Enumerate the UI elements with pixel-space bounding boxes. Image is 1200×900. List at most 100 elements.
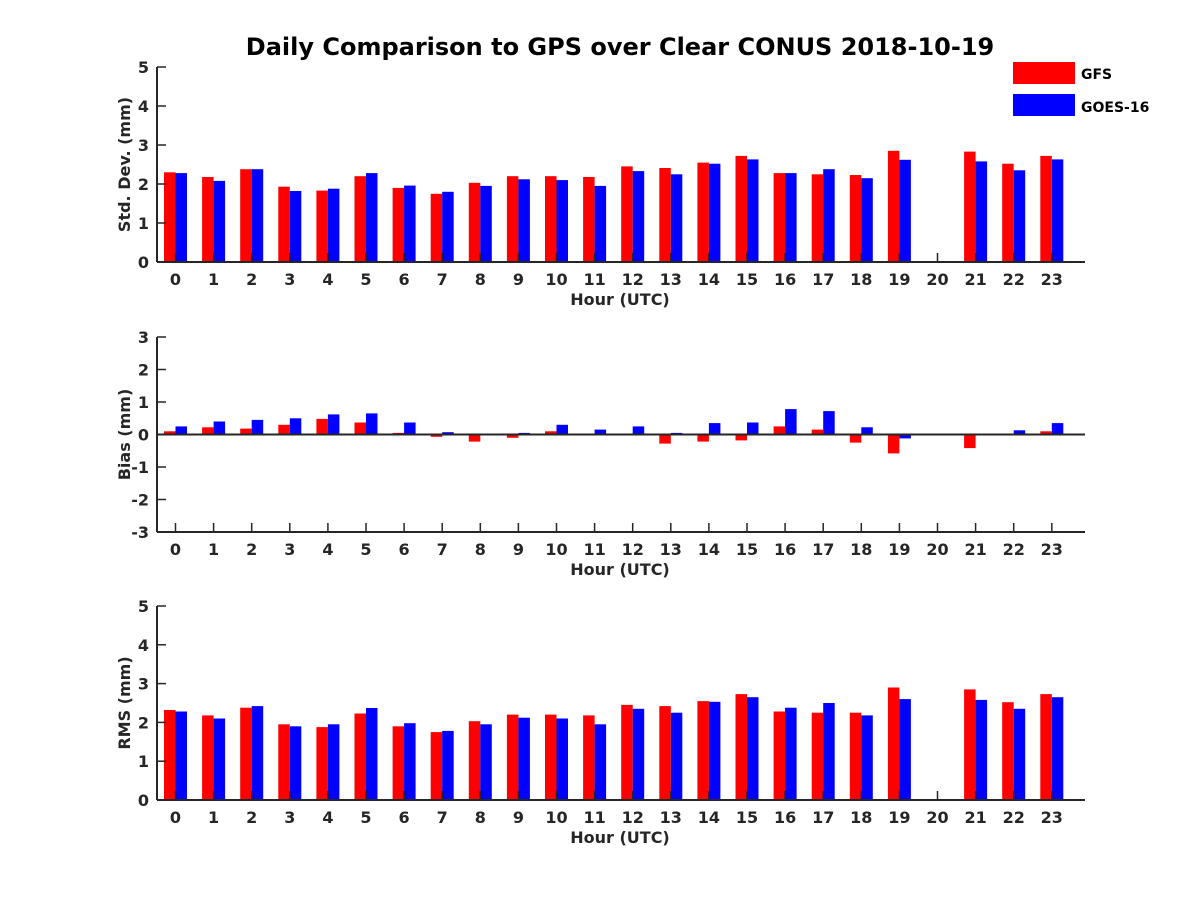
bar-gfs-hour-13 — [659, 168, 671, 262]
legend-swatch-goes16 — [1013, 94, 1075, 116]
bar-gfs-hour-12 — [621, 704, 633, 800]
bar-gfs-hour-10 — [545, 714, 557, 800]
bar-goes16-hour-1 — [213, 718, 226, 800]
bar-goes16-hour-5 — [366, 413, 378, 435]
bar-goes16-hour-16 — [785, 173, 797, 262]
bar-gfs-hour-8 — [468, 721, 481, 800]
bar-goes16-hour-15 — [747, 697, 759, 800]
bar-goes16-hour-23 — [1051, 697, 1064, 800]
bar-gfs-hour-19 — [887, 687, 900, 800]
legend-swatch-gfs — [1013, 62, 1075, 84]
bar-gfs-hour-15 — [735, 694, 747, 800]
y-tick-label: -2 — [131, 491, 149, 510]
x-tick-label: 2 — [246, 540, 257, 559]
x-tick-label: 1 — [208, 270, 219, 289]
x-tick-label: 19 — [888, 270, 910, 289]
bar-goes16-hour-12 — [632, 708, 645, 800]
bar-goes16-hour-22 — [1013, 430, 1026, 435]
x-tick-label: 15 — [736, 540, 758, 559]
bar-goes16-hour-14 — [708, 701, 721, 800]
x-tick-label: 22 — [1003, 808, 1025, 827]
x-tick-label: 6 — [399, 808, 410, 827]
bar-goes16-hour-18 — [861, 178, 873, 262]
bar-gfs-hour-3 — [278, 186, 290, 262]
x-tick-label: 4 — [322, 540, 333, 559]
x-tick-label: 17 — [812, 270, 834, 289]
y-tick-label: 2 — [138, 361, 149, 380]
bar-gfs-hour-21 — [964, 151, 976, 262]
bar-goes16-hour-22 — [1013, 708, 1026, 800]
bar-gfs-hour-7 — [430, 193, 443, 263]
x-tick-label: 8 — [475, 808, 486, 827]
y-axis-label: RMS (mm) — [115, 656, 134, 749]
bar-goes16-hour-17 — [823, 411, 835, 435]
bar-gfs-hour-1 — [202, 427, 214, 435]
bar-goes16-hour-3 — [289, 418, 302, 435]
bar-goes16-hour-7 — [442, 191, 454, 262]
bar-goes16-hour-15 — [747, 159, 759, 262]
x-tick-label: 11 — [583, 808, 605, 827]
bar-goes16-hour-5 — [366, 173, 378, 262]
bar-gfs-hour-18 — [849, 175, 862, 262]
bar-gfs-hour-19 — [887, 434, 900, 454]
bar-gfs-hour-4 — [316, 190, 328, 262]
x-tick-label: 11 — [583, 270, 605, 289]
bar-goes16-hour-18 — [861, 715, 873, 800]
bar-goes16-hour-18 — [861, 427, 873, 435]
x-tick-label: 21 — [964, 808, 986, 827]
bar-goes16-hour-11 — [594, 185, 607, 262]
x-tick-label: 12 — [622, 808, 644, 827]
bar-gfs-hour-22 — [1002, 702, 1014, 800]
x-tick-label: 14 — [698, 540, 720, 559]
x-tick-label: 5 — [360, 270, 371, 289]
bar-gfs-hour-11 — [583, 177, 595, 262]
x-tick-label: 0 — [170, 540, 181, 559]
y-tick-label: 0 — [138, 253, 149, 272]
bar-goes16-hour-0 — [175, 711, 187, 800]
x-tick-label: 2 — [246, 270, 257, 289]
x-tick-label: 0 — [170, 808, 181, 827]
bar-gfs-hour-2 — [240, 707, 252, 800]
y-tick-label: -1 — [131, 458, 149, 477]
x-tick-label: 9 — [513, 270, 524, 289]
y-tick-label: 4 — [138, 636, 149, 655]
x-tick-label: 7 — [437, 540, 448, 559]
x-tick-label: 7 — [437, 270, 448, 289]
bar-gfs-hour-11 — [583, 715, 595, 800]
bar-goes16-hour-10 — [556, 718, 568, 800]
x-tick-label: 1 — [208, 540, 219, 559]
bar-goes16-hour-6 — [404, 185, 416, 262]
x-axis-label: Hour (UTC) — [570, 828, 670, 847]
bar-gfs-hour-4 — [316, 418, 328, 435]
legend: GFS GOES-16 — [1013, 62, 1149, 116]
x-tick-label: 13 — [660, 540, 682, 559]
x-tick-label: 0 — [170, 270, 181, 289]
bar-goes16-hour-16 — [785, 409, 797, 435]
x-tick-label: 16 — [774, 540, 796, 559]
bar-goes16-hour-1 — [213, 180, 226, 262]
bar-gfs-hour-5 — [354, 422, 366, 435]
bar-gfs-hour-10 — [545, 431, 557, 435]
bar-gfs-hour-15 — [735, 434, 747, 441]
bar-gfs-hour-7 — [430, 732, 443, 800]
x-tick-label: 17 — [812, 540, 834, 559]
bar-goes16-hour-17 — [823, 703, 835, 800]
x-tick-label: 3 — [284, 808, 295, 827]
x-tick-label: 20 — [926, 270, 948, 289]
bar-gfs-hour-14 — [697, 162, 709, 262]
bar-goes16-hour-11 — [594, 429, 607, 435]
bar-gfs-hour-1 — [202, 715, 214, 800]
legend-label-gfs: GFS — [1081, 67, 1112, 83]
x-tick-label: 16 — [774, 808, 796, 827]
x-tick-label: 18 — [850, 808, 872, 827]
bar-goes16-hour-21 — [975, 161, 988, 262]
x-tick-label: 8 — [475, 540, 486, 559]
x-tick-label: 1 — [208, 808, 219, 827]
x-tick-label: 22 — [1003, 540, 1025, 559]
bar-gfs-hour-8 — [468, 182, 481, 262]
bar-gfs-hour-9 — [506, 176, 519, 262]
x-tick-label: 6 — [399, 270, 410, 289]
bar-goes16-hour-17 — [823, 169, 835, 262]
bar-gfs-hour-9 — [506, 714, 519, 800]
bar-gfs-hour-15 — [735, 155, 747, 262]
